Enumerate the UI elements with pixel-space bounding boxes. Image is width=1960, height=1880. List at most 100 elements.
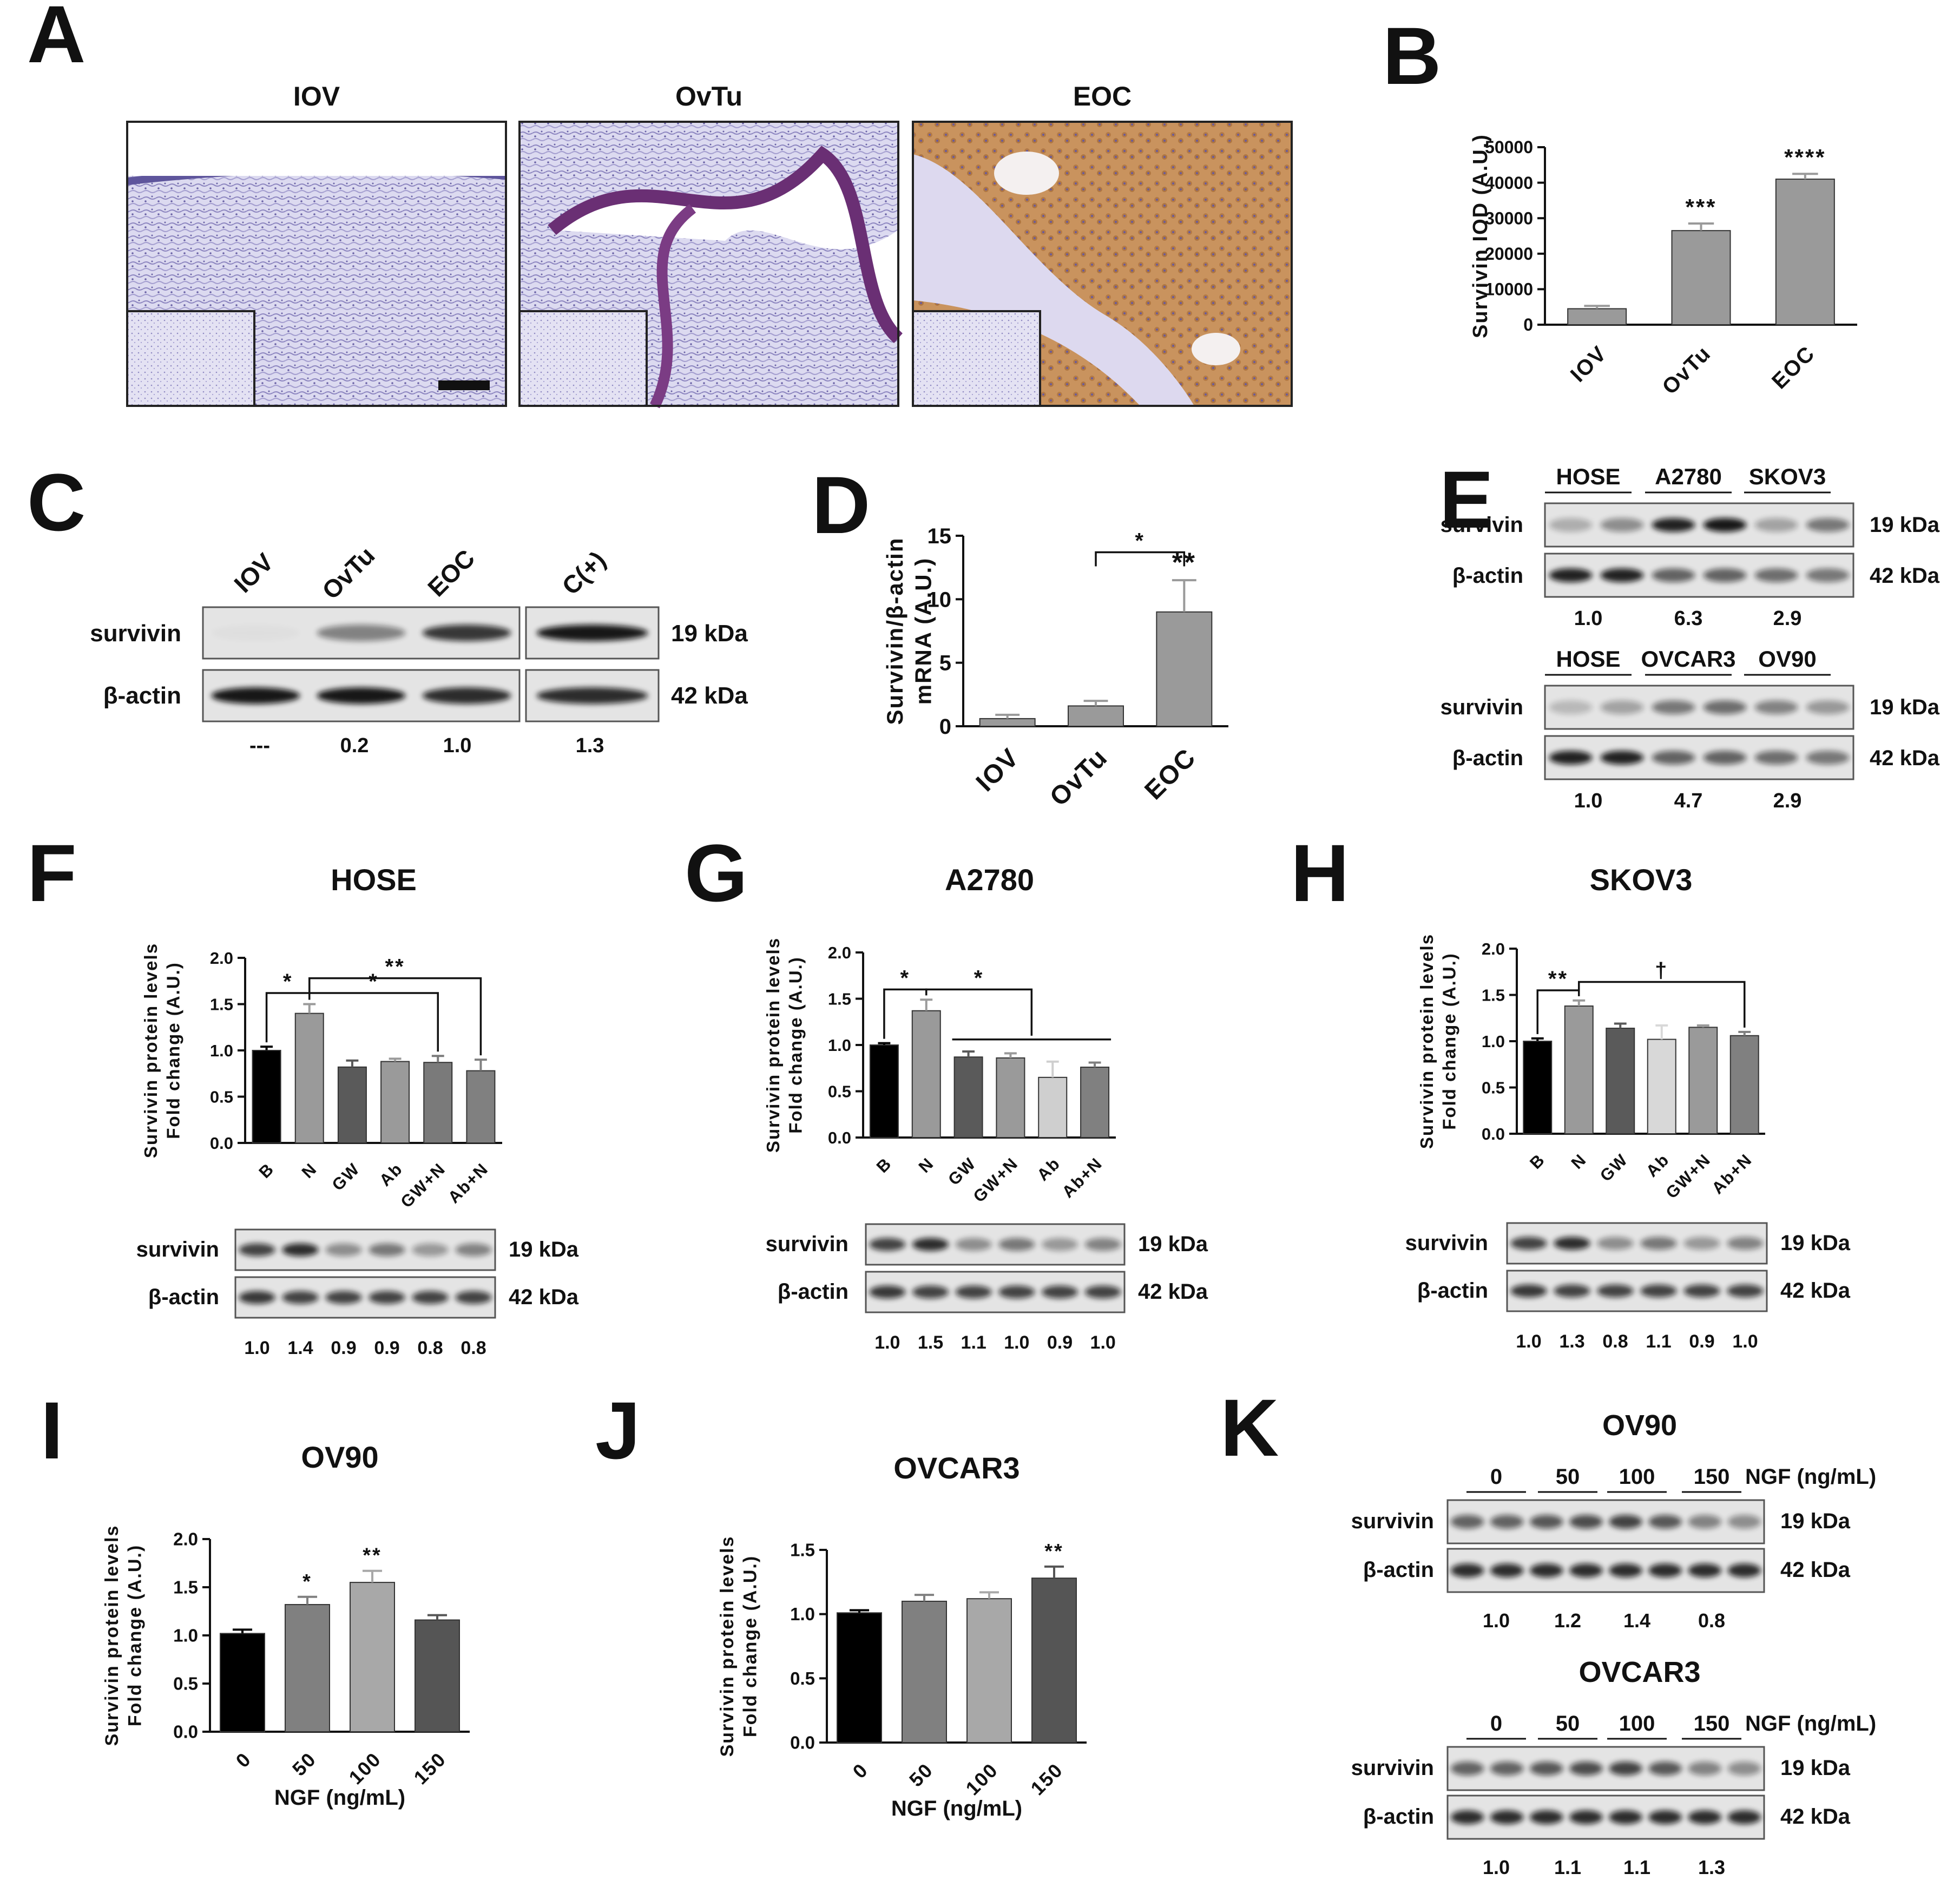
actin-label: β-actin <box>1452 746 1523 770</box>
bracket-label: * <box>369 970 379 994</box>
survivin-label: survivin <box>1441 695 1523 719</box>
y-axis-label: Fold change (A.U.) <box>1439 952 1459 1130</box>
band <box>1648 1515 1682 1529</box>
bracket-label: ** <box>385 955 405 979</box>
band <box>1549 700 1593 714</box>
band <box>1727 1515 1761 1529</box>
survivin-blot-membrane <box>865 1223 1126 1266</box>
vessel-space <box>1192 333 1240 365</box>
actin-label: β-actin <box>1452 564 1523 588</box>
y-axis-label: Survivin protein levels <box>763 937 783 1153</box>
y-tick-label: 5 <box>939 652 951 675</box>
significance-mark: ** <box>363 1544 382 1567</box>
band <box>282 1243 319 1257</box>
quant-value: 1.1 <box>1646 1331 1671 1352</box>
band <box>239 1243 275 1257</box>
kda-42-label: 42 kDa <box>1780 1558 1851 1582</box>
band <box>1703 518 1747 532</box>
panel-letter-a: A <box>27 0 85 80</box>
group-label: SKOV3 <box>1749 464 1826 489</box>
actin-blot-membrane <box>1544 553 1854 598</box>
kda-19-label: 19 kDa <box>1780 1509 1851 1533</box>
chart-i: 0.0 0.5 1.0 1.5 2.0 Survivin protein levels Fo… <box>102 1440 470 1810</box>
quant-value: 0.8 <box>417 1338 443 1358</box>
bar-100 <box>966 1598 1012 1744</box>
kda-19-label: 19 kDa <box>1870 513 1940 537</box>
band <box>1754 751 1798 765</box>
actin-blot-membrane <box>1544 735 1854 780</box>
panel-letter-h: H <box>1291 827 1349 918</box>
y-tick-label: 0.5 <box>1482 1078 1505 1097</box>
x-axis-label: NGF (ng/mL) <box>274 1786 405 1810</box>
quant-value: 1.4 <box>1623 1609 1650 1632</box>
survivin-label: survivin <box>766 1232 849 1256</box>
lane-label: OvTu <box>317 541 380 604</box>
category-label: Ab <box>1642 1150 1673 1181</box>
quant-value: 0.8 <box>1602 1331 1628 1352</box>
scale-bar <box>438 380 490 390</box>
actin-label: β-actin <box>778 1280 849 1304</box>
category-label: GW <box>1596 1150 1632 1185</box>
band <box>1510 1237 1547 1250</box>
kda-19-label: 19 kDa <box>1780 1231 1851 1255</box>
kda-42-label: 42 kDa <box>1870 564 1940 588</box>
significance-bracket <box>925 988 1033 1036</box>
y-axis-label: Fold change (A.U.) <box>125 1544 146 1726</box>
survivin-blot-membrane <box>1544 502 1854 548</box>
quant-value: 2.9 <box>1773 607 1802 630</box>
bar-ab <box>380 1061 410 1144</box>
band <box>1683 1284 1720 1298</box>
significance-mark: **** <box>1784 144 1826 170</box>
category-label: GW <box>944 1154 979 1189</box>
category-label: 100 <box>961 1759 1002 1800</box>
actin-blot-membrane <box>865 1271 1126 1313</box>
band <box>1648 1563 1682 1577</box>
bar-gw <box>953 1056 983 1138</box>
y-tick-label: 1.5 <box>210 995 233 1014</box>
band <box>1042 1238 1078 1251</box>
band <box>998 1238 1035 1251</box>
blot-title: OV90 <box>1602 1409 1677 1442</box>
bar-gwn <box>1688 1027 1718 1134</box>
quant-value: 1.3 <box>1698 1856 1725 1878</box>
actin-label: β-actin <box>148 1285 219 1309</box>
band <box>1597 1237 1634 1250</box>
quant-value: 1.0 <box>1004 1332 1029 1353</box>
y-tick-label: 1.5 <box>828 989 851 1008</box>
actin-blot-membrane <box>234 1276 496 1319</box>
band <box>1727 1284 1764 1298</box>
band <box>1754 700 1798 714</box>
band <box>412 1243 449 1257</box>
band <box>1450 1563 1484 1577</box>
quant-value: 1.0 <box>1483 1609 1510 1632</box>
histology-image-ovtu <box>518 121 903 409</box>
band <box>369 1291 405 1304</box>
group-label: OVCAR3 <box>1641 646 1735 672</box>
kda-42-label: 42 kDa <box>1870 746 1940 770</box>
chart-title: SKOV3 <box>1590 863 1693 897</box>
ngf-label: NGF (ng/mL) <box>1745 1712 1876 1736</box>
band <box>1600 700 1644 714</box>
y-tick-label: 15 <box>928 524 952 548</box>
kda-42-label: 42 kDa <box>1138 1280 1208 1304</box>
category-label: Ab+N <box>444 1159 492 1207</box>
image-frame <box>126 121 507 407</box>
dose-label: 100 <box>1619 1712 1655 1736</box>
category-label: B <box>255 1159 278 1182</box>
band <box>1688 1515 1722 1529</box>
band <box>955 1238 992 1251</box>
band <box>1569 1761 1603 1776</box>
bar-b <box>869 1044 899 1138</box>
kda-19-label: 19 kDa <box>1870 695 1940 719</box>
y-tick-label: 0.5 <box>210 1087 233 1106</box>
survivin-label: survivin <box>1441 513 1523 537</box>
band <box>536 687 648 704</box>
histology-image-eoc <box>912 121 1293 407</box>
blot-f: survivin β-actin 19 kDa 42 kDa 1.0 1.4 0.9 0.9 0… <box>136 1228 579 1358</box>
band <box>1554 1237 1590 1250</box>
quant-value: 1.0 <box>1483 1856 1510 1878</box>
band <box>1600 518 1644 532</box>
histology-title-eoc: EOC <box>1073 81 1132 111</box>
bar-100 <box>350 1582 395 1733</box>
significance-bracket <box>1095 551 1186 567</box>
